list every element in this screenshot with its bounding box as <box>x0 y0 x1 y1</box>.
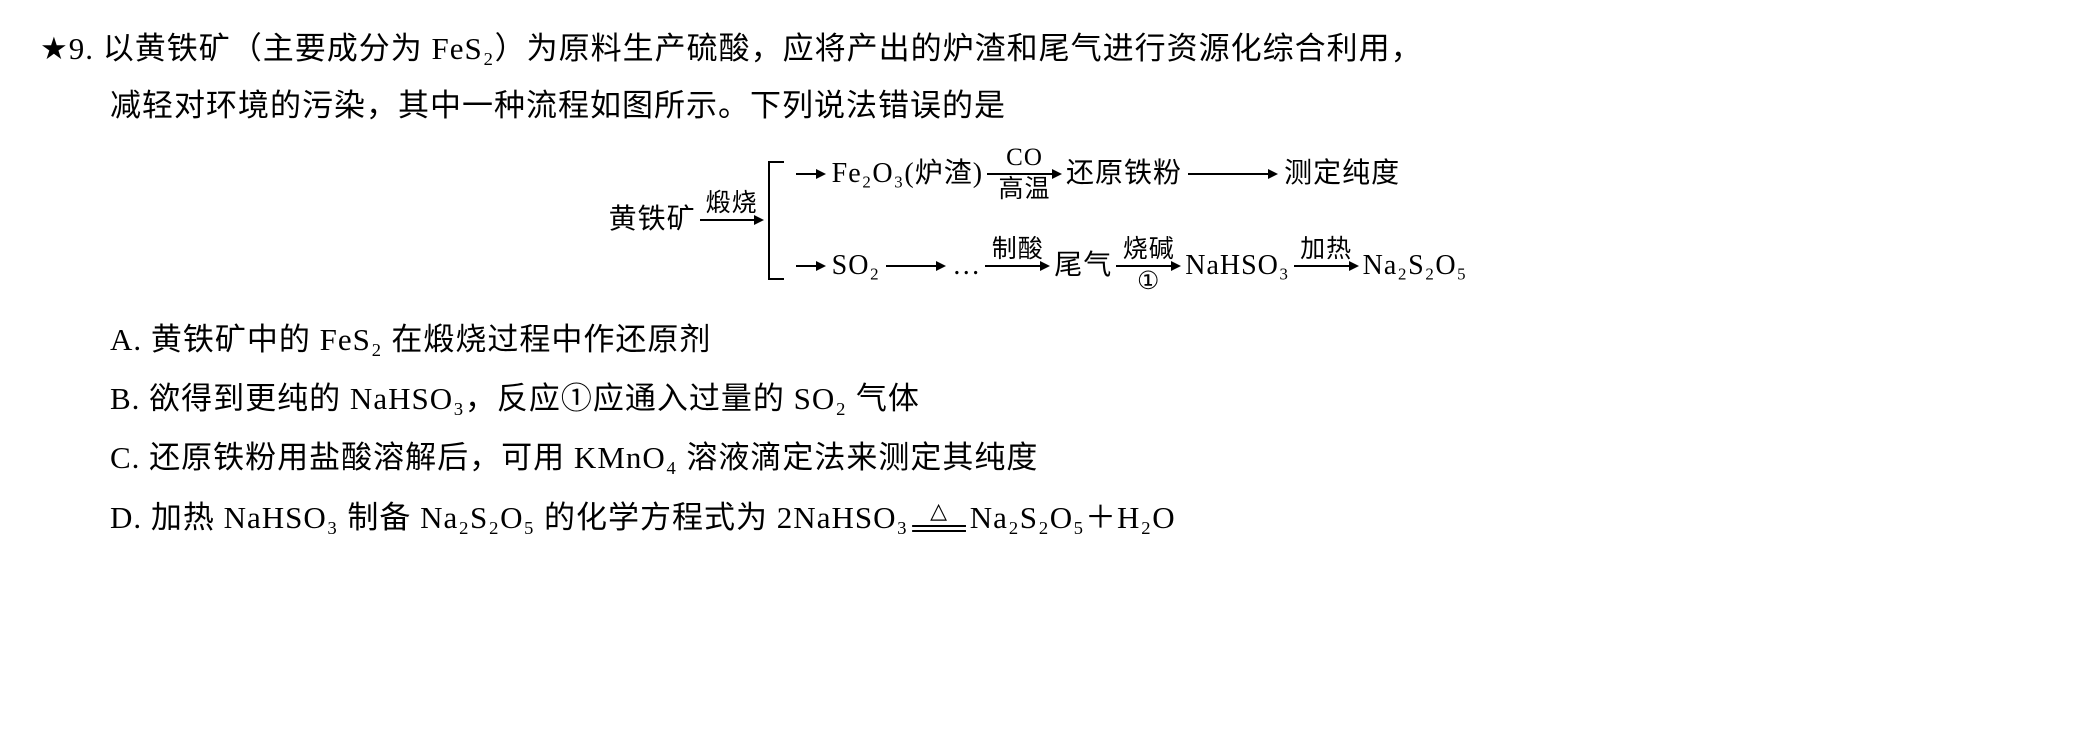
diagram-branches: Fe₂O₃(炉渣) CO 高温 还原铁粉 测定纯度 SO₂ … <box>768 145 1468 296</box>
calcine-label: 煅烧 <box>700 191 764 217</box>
stem-line-1: 以黄铁矿（主要成分为 FeS₂）为原料生产硫酸，应将产出的炉渣和尾气进行资源化综… <box>103 20 2036 77</box>
option-a: A. 黄铁矿中的 FeS₂ 在煅烧过程中作还原剂 <box>110 311 2036 368</box>
dots-node: … <box>952 245 981 287</box>
question-number: ★9. <box>40 20 103 77</box>
slag-node: Fe₂O₃(炉渣) <box>832 153 983 195</box>
number-text: 9. <box>69 31 94 66</box>
option-b: B. 欲得到更纯的 NaHSO₃，反应①应通入过量的 SO₂ 气体 <box>110 370 2036 427</box>
purity-node: 测定纯度 <box>1284 153 1400 195</box>
acid-arrow: 制酸 <box>985 237 1050 296</box>
option-d: D. 加热 NaHSO₃ 制备 Na₂S₂O₅ 的化学方程式为 2NaHSO₃△… <box>110 489 2036 546</box>
naoh-arrow: 烧碱 ① <box>1116 237 1181 296</box>
plain-arrow-icon <box>886 261 946 271</box>
start-material: 黄铁矿 <box>609 199 696 241</box>
acid-label: 制酸 <box>986 237 1050 263</box>
calcine-arrow: 煅烧 <box>700 191 764 250</box>
so2-node: SO₂ <box>832 245 881 287</box>
option-d-prefix: D. 加热 NaHSO₃ 制备 Na₂S₂O₅ 的化学方程式为 2NaHSO₃ <box>110 500 908 535</box>
naoh-label: 烧碱 <box>1117 237 1181 263</box>
circle-1-label: ① <box>1131 269 1166 295</box>
na2s2o5-node: Na₂S₂O₅ <box>1363 245 1468 287</box>
branch-arrow-icon <box>796 169 826 179</box>
iron-powder-node: 还原铁粉 <box>1066 153 1182 195</box>
plain-arrow-icon <box>1188 169 1278 179</box>
co-label: CO <box>1000 145 1049 171</box>
option-c: C. 还原铁粉用盐酸溶解后，可用 KMnO₄ 溶液滴定法来测定其纯度 <box>110 429 2036 486</box>
stem-line-2: 减轻对环境的污染，其中一种流程如图所示。下列说法错误的是 <box>40 77 2036 134</box>
option-d-suffix: Na₂S₂O₅＋H₂O <box>970 500 1176 535</box>
heat-arrow: 加热 <box>1294 237 1359 296</box>
star-icon: ★ <box>40 31 69 66</box>
heat-label: 加热 <box>1294 237 1358 263</box>
top-branch: Fe₂O₃(炉渣) CO 高温 还原铁粉 测定纯度 <box>790 145 1468 204</box>
nahso3-node: NaHSO₃ <box>1185 245 1289 287</box>
question-stem: ★9. 以黄铁矿（主要成分为 FeS₂）为原料生产硫酸，应将产出的炉渣和尾气进行… <box>40 20 2036 77</box>
flow-diagram: 黄铁矿 煅烧 Fe₂O₃(炉渣) CO 高温 还原铁粉 <box>40 145 2036 296</box>
branch-arrow-icon <box>796 261 826 271</box>
question-block: ★9. 以黄铁矿（主要成分为 FeS₂）为原料生产硫酸，应将产出的炉渣和尾气进行… <box>40 20 2036 546</box>
diagram-start: 黄铁矿 煅烧 <box>609 191 768 250</box>
bottom-branch: SO₂ … 制酸 尾气 烧碱 ① NaHSO₃ <box>790 237 1468 296</box>
hightemp-label: 高温 <box>993 177 1057 203</box>
co-arrow: CO 高温 <box>987 145 1062 204</box>
options-block: A. 黄铁矿中的 FeS₂ 在煅烧过程中作还原剂 B. 欲得到更纯的 NaHSO… <box>40 311 2036 546</box>
equation-condition-icon: △═══ <box>912 503 966 538</box>
tailgas-node: 尾气 <box>1054 245 1112 287</box>
